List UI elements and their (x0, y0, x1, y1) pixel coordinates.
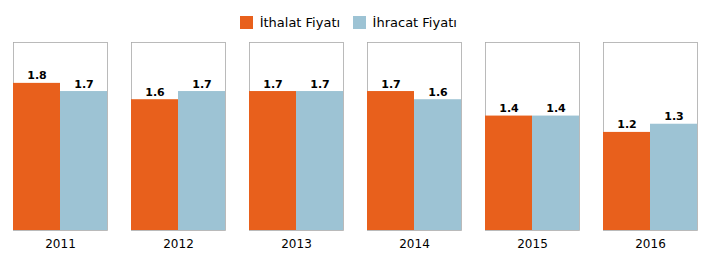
svg-text:1.7: 1.7 (263, 78, 283, 91)
svg-text:2015: 2015 (517, 237, 548, 251)
svg-text:1.4: 1.4 (546, 102, 566, 115)
svg-text:2011: 2011 (45, 237, 76, 251)
svg-text:1.7: 1.7 (310, 78, 330, 91)
html-text:İhracat Fiyatı: İhracat Fiyatı (372, 15, 457, 30)
svg-text:2013: 2013 (281, 237, 312, 251)
svg-text:2016: 2016 (635, 237, 666, 251)
svg-text:1.7: 1.7 (192, 78, 212, 91)
svg-text:1.7: 1.7 (74, 78, 94, 91)
svg-text:2014: 2014 (399, 237, 430, 251)
svg-text:2012: 2012 (163, 237, 194, 251)
svg-text:1.7: 1.7 (381, 78, 401, 91)
svg-text:1.4: 1.4 (499, 102, 519, 115)
html-text:İthalat Fiyatı: İthalat Fiyatı (259, 15, 341, 30)
svg-text:1.8: 1.8 (27, 69, 47, 82)
svg-text:1.2: 1.2 (617, 118, 637, 131)
svg-text:1.6: 1.6 (428, 86, 448, 99)
svg-text:1.6: 1.6 (145, 86, 165, 99)
svg-text:1.3: 1.3 (664, 110, 684, 123)
